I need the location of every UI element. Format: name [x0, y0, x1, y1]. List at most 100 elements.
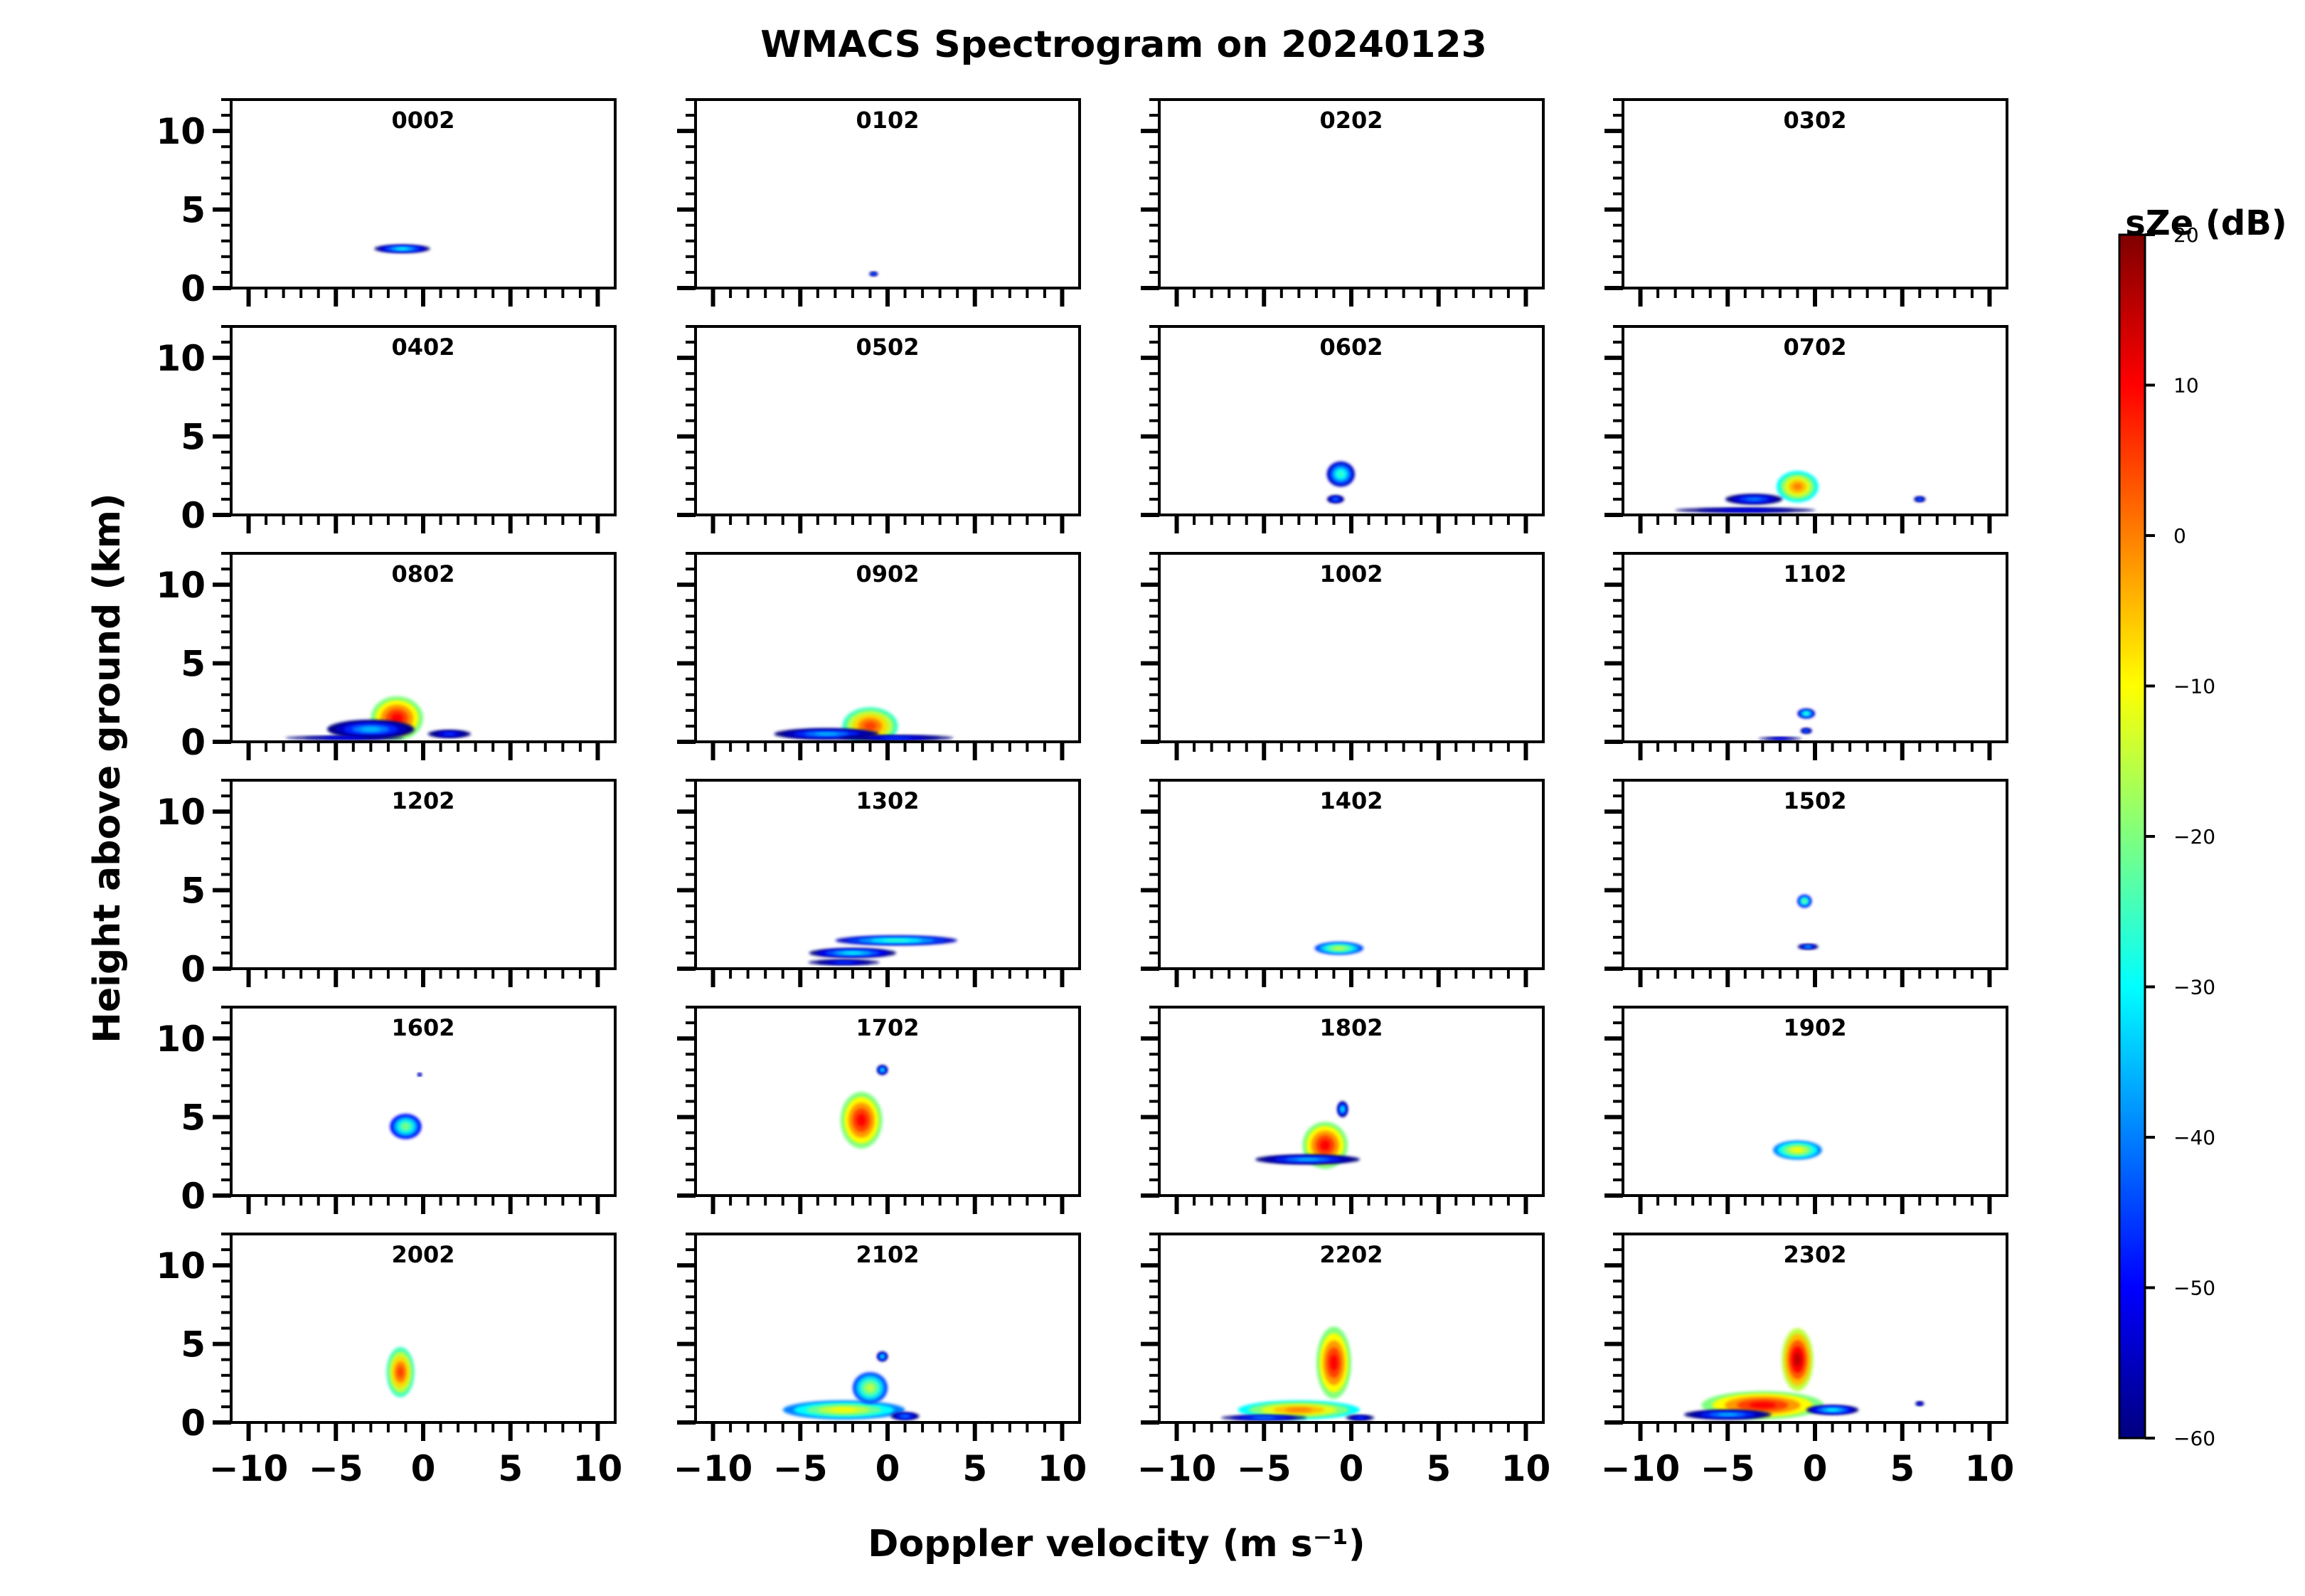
x-axis-ticks — [1174, 515, 1528, 533]
x-tick-label: −5 — [773, 1448, 828, 1489]
panel-time-label: 2102 — [856, 1241, 919, 1268]
x-axis-ticks — [710, 742, 1065, 760]
x-axis-ticks — [1174, 288, 1528, 307]
y-axis-ticks: 0 5 10 — [156, 1006, 231, 1217]
panel-time-label: 1902 — [1783, 1014, 1846, 1041]
spectral-blob — [418, 1073, 421, 1076]
panel-data — [1314, 942, 1364, 955]
x-axis-ticks: −10 −5 0 5 10 — [209, 1422, 622, 1489]
y-axis-ticks — [1604, 98, 1623, 290]
spectral-blob — [1918, 1403, 1921, 1405]
spectral-blob — [880, 736, 912, 739]
y-axis-label: Height above ground (km) — [86, 493, 129, 1043]
panel-0002: 0002 0 5 10 — [156, 98, 617, 309]
panel-time-label: 0202 — [1319, 107, 1383, 134]
y-axis-ticks: 0 5 10 — [156, 1233, 231, 1444]
panel-background — [1159, 780, 1543, 969]
y-axis-ticks — [1141, 552, 1159, 744]
panel-data — [1773, 1140, 1822, 1160]
colorbar-tick-label: 0 — [2173, 524, 2186, 548]
panel-data — [1674, 471, 1926, 513]
panel-1702: 1702 — [677, 1006, 1081, 1214]
panel-1402: 1402 — [1141, 779, 1545, 987]
x-axis-ticks — [246, 742, 600, 760]
y-tick-label: 5 — [181, 417, 206, 458]
spectral-blob — [1805, 945, 1811, 948]
x-axis-ticks — [710, 1196, 1065, 1214]
y-tick-label: 10 — [156, 1245, 206, 1287]
spectral-blob — [1285, 1408, 1313, 1413]
y-tick-label: 5 — [181, 871, 206, 912]
panel-background — [1623, 1234, 2007, 1422]
panel-time-label: 1302 — [856, 787, 919, 814]
panel-data — [374, 245, 430, 253]
panel-background — [696, 100, 1080, 288]
spectral-blob — [856, 1114, 866, 1127]
panel-data — [1220, 1326, 1375, 1420]
y-tick-label: 0 — [181, 268, 206, 309]
x-tick-label: 5 — [498, 1448, 523, 1489]
x-tick-label: 0 — [1339, 1448, 1364, 1489]
y-axis-ticks: 0 5 10 — [156, 98, 231, 309]
panel-background — [1159, 1234, 1543, 1422]
spectral-blob — [1356, 1416, 1364, 1419]
panel-data — [869, 272, 878, 276]
panel-0102: 0102 — [677, 98, 1081, 307]
spectral-blob — [395, 248, 409, 250]
panel-0802: 0802 0 5 10 — [156, 552, 617, 763]
y-axis-ticks — [677, 552, 696, 744]
spectral-blob — [883, 939, 910, 942]
panel-time-label: 1802 — [1319, 1014, 1383, 1041]
spectral-blob — [1749, 1402, 1777, 1409]
panel-background — [231, 1007, 615, 1196]
x-axis-ticks — [246, 515, 600, 533]
colorbar-tick-label: −50 — [2173, 1277, 2215, 1300]
x-tick-label: 10 — [1501, 1448, 1551, 1489]
panel-time-label: 1702 — [856, 1014, 919, 1041]
y-axis-ticks — [677, 1006, 696, 1198]
panel-2002: 2002 0 5 10 −10 −5 0 5 10 — [156, 1233, 622, 1489]
panel-data — [386, 1347, 415, 1398]
x-axis-ticks — [710, 969, 1065, 987]
spectral-blob — [1772, 738, 1788, 740]
y-axis-ticks — [1141, 1233, 1159, 1425]
y-tick-label: 5 — [181, 644, 206, 685]
spectral-blob — [1296, 1158, 1319, 1161]
y-axis-ticks — [1141, 779, 1159, 971]
panel-2102: 2102 −10 −5 0 5 10 — [674, 1233, 1087, 1489]
panel-0302: 0302 — [1604, 98, 2008, 307]
x-axis-ticks — [1638, 969, 1992, 987]
panel-background — [1623, 1007, 2007, 1196]
panel-time-label: 1102 — [1783, 560, 1846, 587]
spectral-blob — [391, 713, 403, 723]
x-tick-label: 0 — [875, 1448, 900, 1489]
colorbar-tick-label: 10 — [2173, 374, 2199, 398]
y-axis-ticks — [1604, 779, 1623, 971]
x-axis-ticks — [1638, 288, 1992, 307]
panel-time-label: 0702 — [1783, 334, 1846, 361]
panel-background — [231, 100, 615, 288]
panel-background — [231, 553, 615, 742]
panel-1302: 1302 — [677, 779, 1081, 987]
spectral-blob — [1804, 712, 1809, 715]
panel-data — [840, 1065, 888, 1149]
spectral-blob — [1337, 471, 1344, 477]
colorbar-bar — [2118, 233, 2146, 1440]
panel-time-label: 0402 — [391, 334, 454, 361]
x-axis-label: Doppler velocity (m s⁻¹) — [868, 1523, 1365, 1565]
y-tick-label: 10 — [156, 792, 206, 833]
panel-0402: 0402 0 5 10 — [156, 325, 617, 536]
panel-data — [390, 1073, 422, 1139]
x-axis-ticks — [1638, 515, 1992, 533]
x-axis-ticks: −10 −5 0 5 10 — [674, 1422, 1087, 1489]
panel-background — [1159, 553, 1543, 742]
spectral-blob — [834, 961, 854, 964]
panel-time-label: 0902 — [856, 560, 919, 587]
x-axis-ticks — [1174, 742, 1528, 760]
y-tick-label: 5 — [181, 1324, 206, 1366]
x-axis-ticks: −10 −5 0 5 10 — [1601, 1422, 2014, 1489]
spectral-blob — [1792, 483, 1802, 491]
spectral-blob — [1341, 1107, 1344, 1111]
spectral-blob — [1804, 730, 1808, 733]
panel-data — [1758, 708, 1815, 740]
